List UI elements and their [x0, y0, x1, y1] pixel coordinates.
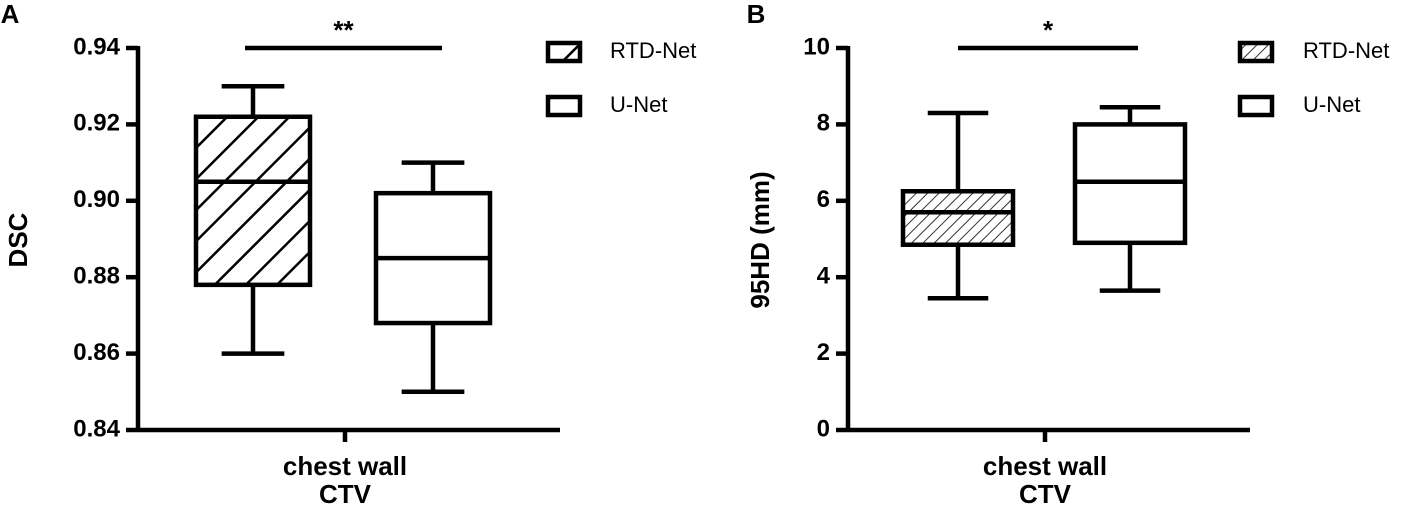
legend-swatch [545, 94, 583, 118]
y-axis-label: DSC [3, 212, 33, 267]
significance-label: ** [333, 15, 354, 45]
panel-label: B [747, 0, 766, 29]
panel-label: A [1, 0, 20, 29]
x-tick-label: CTV [1019, 479, 1072, 509]
x-tick-label: chest wall [983, 451, 1107, 481]
y-tick-label: 0.90 [73, 186, 120, 213]
y-tick-label: 0.94 [73, 33, 120, 60]
legend-label: U-Net [1303, 92, 1360, 117]
y-tick-label: 8 [817, 110, 830, 137]
legend-label: U-Net [610, 92, 667, 117]
box [900, 189, 1016, 247]
y-tick-label: 6 [817, 186, 830, 213]
x-tick-label: CTV [319, 479, 372, 509]
y-tick-label: 0.92 [73, 110, 120, 137]
legend-label: RTD-Net [1303, 38, 1389, 63]
y-tick-label: 0.84 [73, 415, 120, 442]
legend-swatch [545, 40, 583, 64]
y-axis-label: 95HD (mm) [745, 171, 775, 308]
y-tick-label: 2 [817, 339, 830, 366]
legend-swatch [1237, 40, 1275, 64]
legend-swatch [1237, 94, 1275, 118]
x-tick-label: chest wall [283, 451, 407, 481]
y-tick-label: 0 [817, 415, 830, 442]
legend-label: RTD-Net [610, 38, 696, 63]
y-tick-label: 4 [817, 263, 831, 290]
significance-label: * [1043, 15, 1054, 45]
box [193, 114, 313, 288]
y-tick-label: 0.86 [73, 339, 120, 366]
y-tick-label: 0.88 [73, 263, 120, 290]
y-tick-label: 10 [803, 33, 830, 60]
